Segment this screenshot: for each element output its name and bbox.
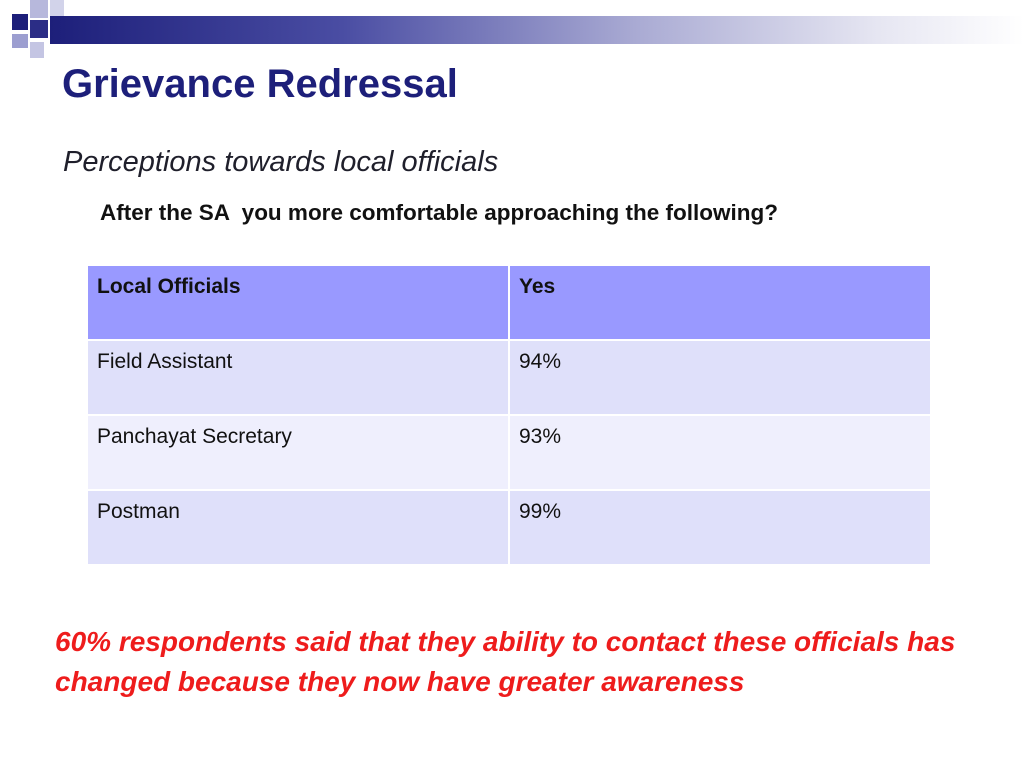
decorative-square (30, 0, 48, 18)
decorative-square (30, 20, 48, 38)
header-gradient-band (50, 16, 1024, 44)
header-yes: Yes (508, 264, 932, 341)
table-header-row: Local Officials Yes (86, 264, 932, 341)
slide-subtitle: Perceptions towards local officials (63, 146, 499, 178)
highlight-note: 60% respondents said that they ability t… (55, 626, 956, 697)
officials-table-container: Local Officials Yes Field Assistant 94% … (86, 264, 932, 566)
decorative-square (30, 42, 44, 58)
yes-percent-cell: 93% (508, 414, 932, 491)
survey-question: After the SA you more comfortable approa… (100, 200, 778, 225)
official-name-cell: Field Assistant (86, 339, 510, 416)
yes-percent-cell: 99% (508, 489, 932, 566)
table-row: Postman 99% (86, 489, 932, 566)
decorative-square (12, 34, 28, 48)
header-local-officials: Local Officials (86, 264, 510, 341)
official-name-cell: Postman (86, 489, 510, 566)
slide-title: Grievance Redressal (62, 62, 458, 106)
yes-percent-cell: 94% (508, 339, 932, 416)
decorative-square (12, 14, 28, 30)
officials-table: Local Officials Yes Field Assistant 94% … (86, 264, 932, 566)
table-row: Field Assistant 94% (86, 339, 932, 416)
official-name-cell: Panchayat Secretary (86, 414, 510, 491)
table-row: Panchayat Secretary 93% (86, 414, 932, 491)
decorative-square (50, 0, 64, 16)
